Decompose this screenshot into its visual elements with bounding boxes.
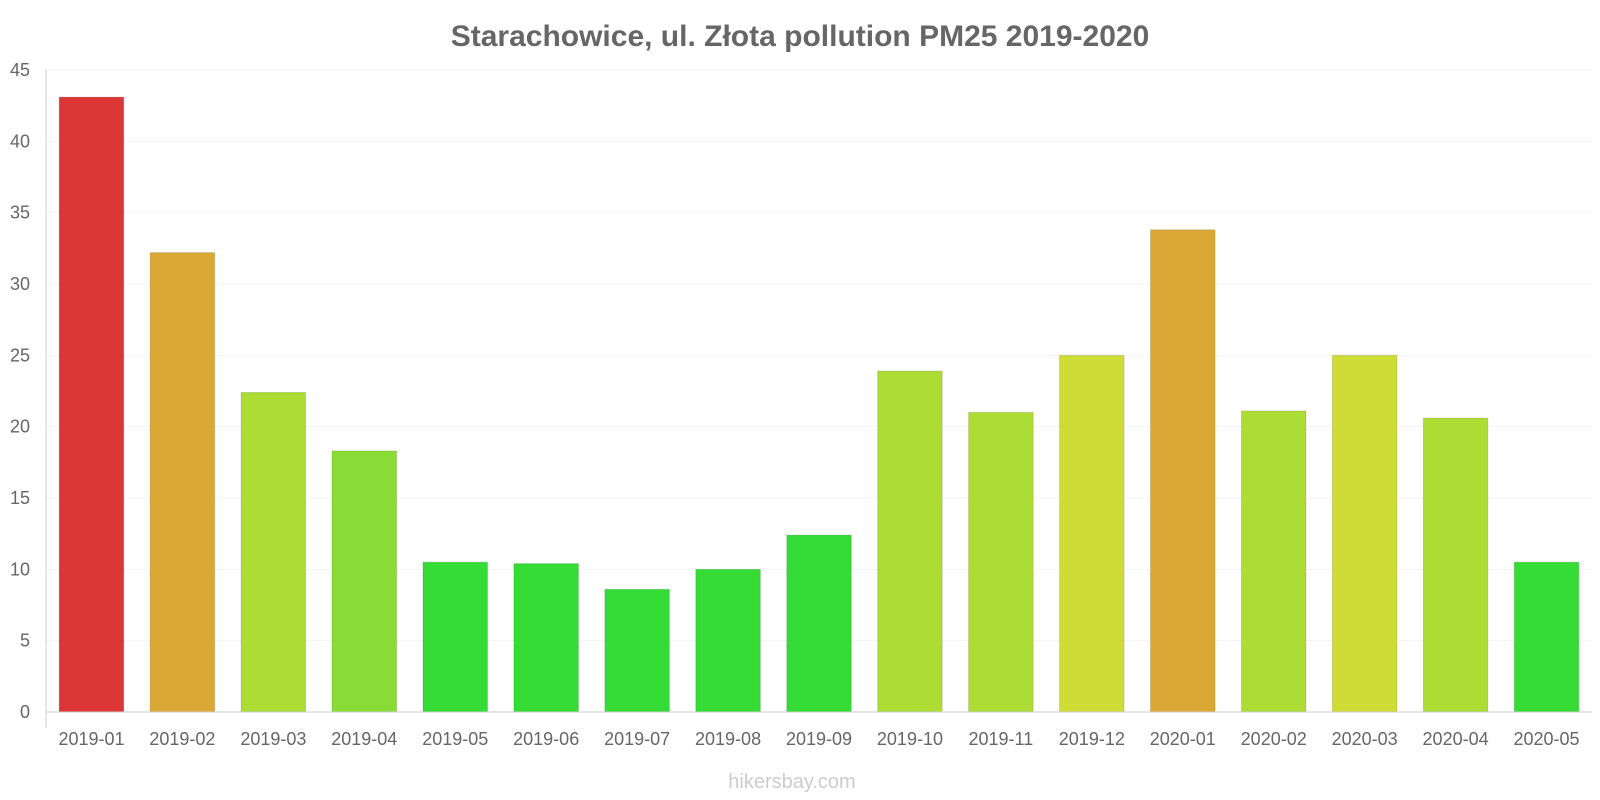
bar-2019-11[interactable] [968, 411, 1034, 713]
x-tick-label: 2019-02 [149, 729, 215, 749]
bar-2019-01[interactable] [58, 96, 125, 713]
bar-2020-05[interactable] [1513, 561, 1580, 713]
x-tick-label: 2019-09 [786, 729, 852, 749]
x-tick-label: 2019-03 [240, 729, 306, 749]
x-tick-label: 2019-10 [877, 729, 943, 749]
bar-2019-02[interactable] [149, 252, 216, 713]
x-tick-label: 2019-07 [604, 729, 670, 749]
bar-2019-06[interactable] [513, 563, 579, 713]
watermark: hikersbay.com [728, 771, 855, 793]
bar-2019-03[interactable] [240, 391, 307, 713]
bar-2020-01[interactable] [1149, 229, 1216, 713]
x-tick-label: 2020-05 [1513, 729, 1579, 749]
x-tick-label: 2019-08 [695, 729, 761, 749]
bar-2019-10[interactable] [877, 370, 943, 713]
y-tick-label: 20 [10, 417, 30, 437]
x-tick-label: 2019-04 [331, 729, 397, 749]
chart-title: Starachowice, ul. Złota pollution PM25 2… [451, 20, 1150, 53]
x-tick-label: 2019-12 [1059, 729, 1125, 749]
bar-2020-04[interactable] [1422, 417, 1489, 713]
x-tick-label: 2020-03 [1332, 729, 1398, 749]
x-axis-tick-labels: 2019-01 2019-02 2019-03 2019-04 2019-05 2019-… [58, 729, 1579, 749]
bar-2019-08[interactable] [695, 568, 761, 713]
bars [58, 96, 1580, 713]
y-tick-label: 15 [10, 488, 30, 508]
x-tick-label: 2019-01 [58, 729, 124, 749]
y-tick-label: 0 [20, 702, 30, 722]
y-axis-tick-labels: 0 5 10 15 20 25 30 35 40 45 [10, 60, 30, 722]
x-tick-label: 2019-05 [422, 729, 488, 749]
bar-2019-04[interactable] [331, 450, 398, 713]
y-tick-label: 45 [10, 60, 30, 80]
x-tick-label: 2020-01 [1150, 729, 1216, 749]
bar-2019-09[interactable] [786, 534, 852, 713]
y-tick-label: 40 [10, 131, 30, 151]
bar-2020-02[interactable] [1240, 410, 1307, 713]
y-tick-label: 30 [10, 274, 30, 294]
bar-2019-05[interactable] [422, 561, 489, 713]
x-tick-label: 2020-04 [1423, 729, 1489, 749]
bar-2019-07[interactable] [604, 588, 670, 713]
x-tick-label: 2019-11 [969, 729, 1034, 749]
y-tick-label: 25 [10, 345, 30, 365]
x-tick-label: 2020-02 [1241, 729, 1307, 749]
bar-2019-12[interactable] [1059, 354, 1125, 713]
bar-2020-03[interactable] [1331, 354, 1398, 713]
y-tick-label: 5 [20, 631, 30, 651]
x-tick-label: 2019-06 [513, 729, 579, 749]
y-tick-label: 10 [10, 559, 30, 579]
y-tick-label: 35 [10, 203, 30, 223]
